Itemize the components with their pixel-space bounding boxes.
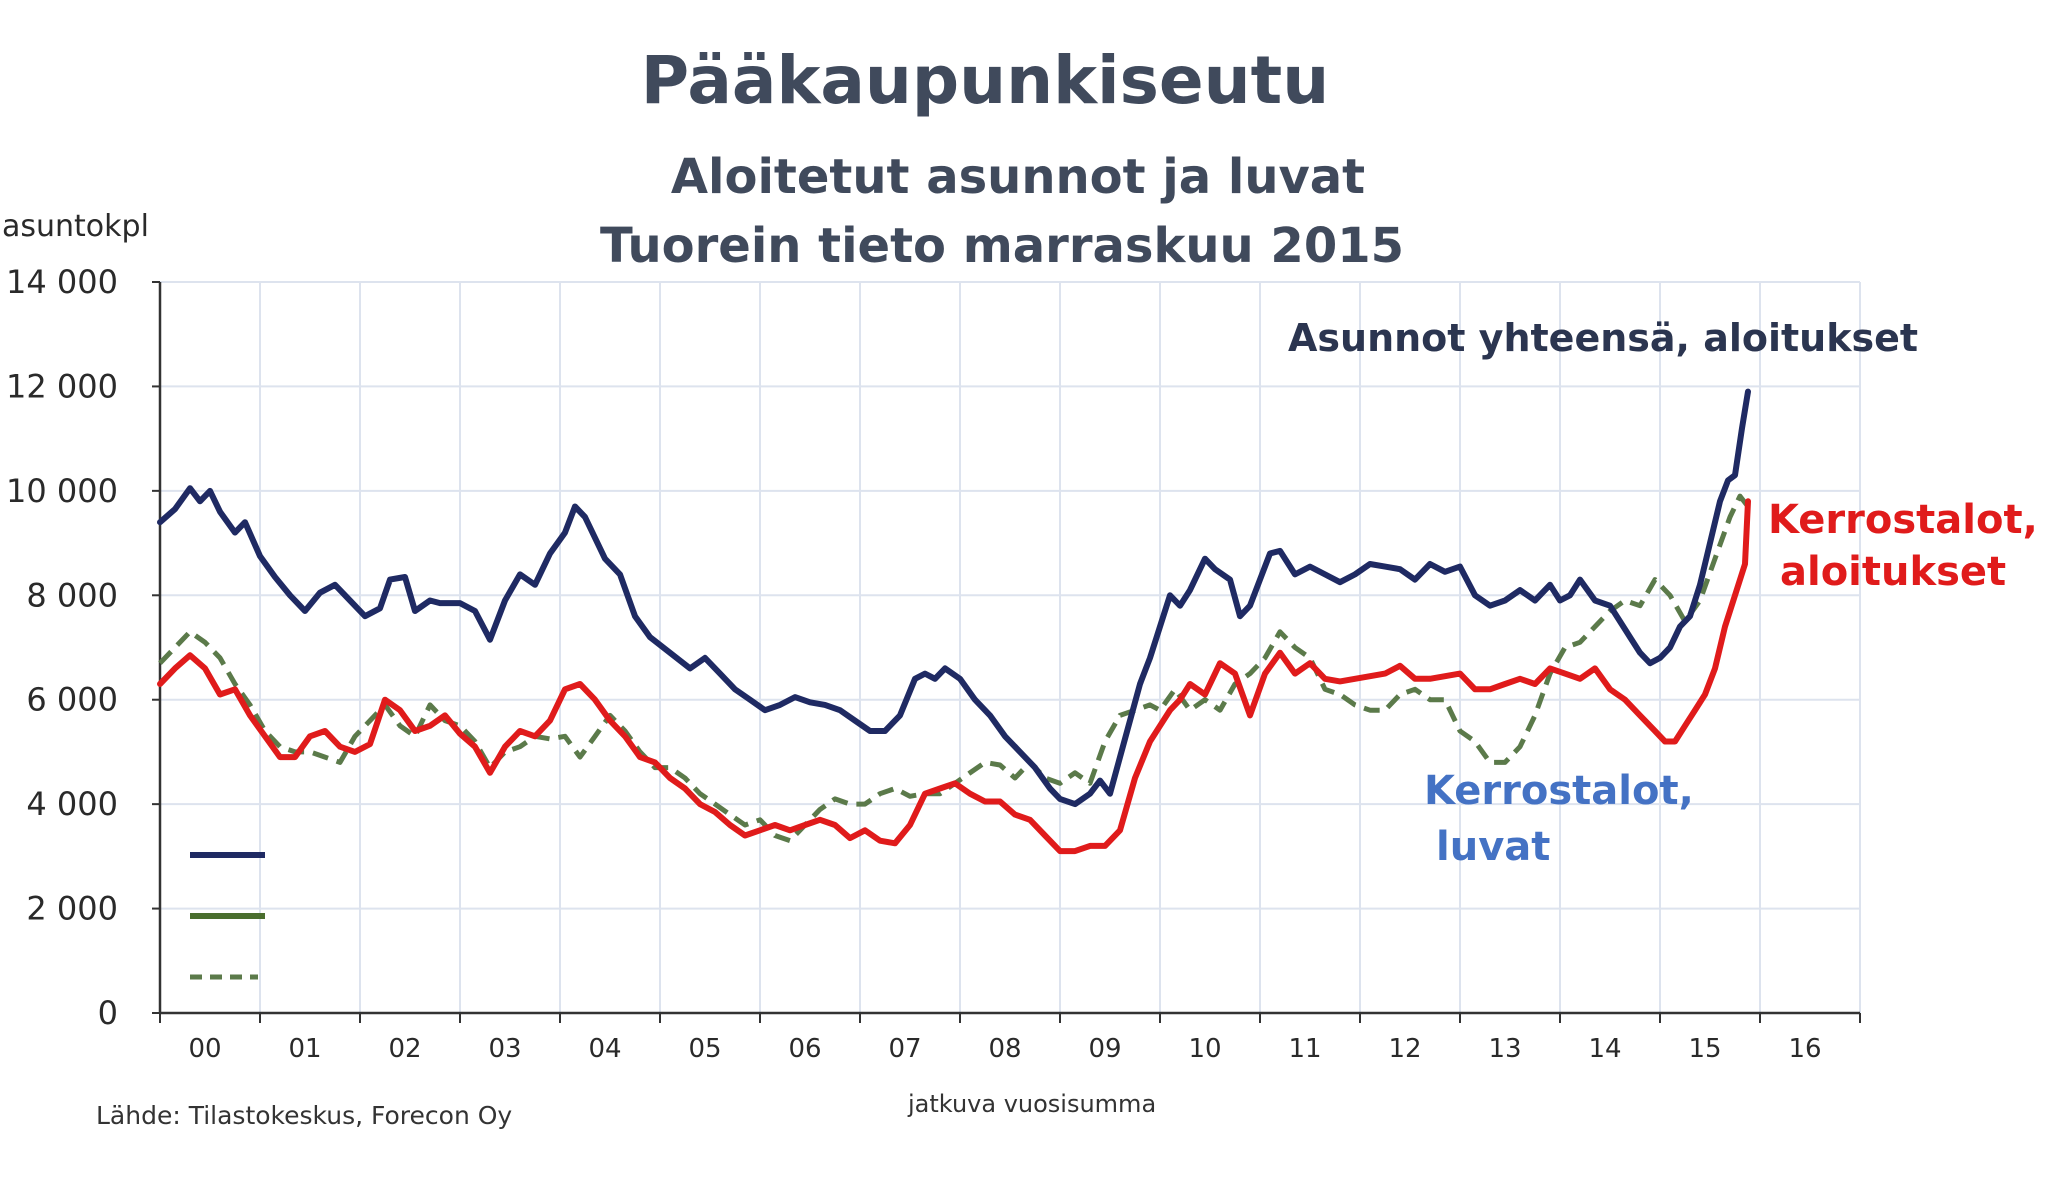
x-tick-label: 07 <box>888 1034 921 1064</box>
y-tick-label: 0 <box>98 994 118 1032</box>
x-axis-label: jatkuva vuosisumma <box>907 1090 1156 1118</box>
series-line-2 <box>158 493 1750 844</box>
y-tick-label: 10 000 <box>6 472 118 510</box>
x-tick-label: 16 <box>1788 1034 1821 1064</box>
x-tick-label: 09 <box>1088 1034 1121 1064</box>
x-tick-label: 08 <box>988 1034 1021 1064</box>
legend <box>190 852 265 980</box>
source-note: Lähde: Tilastokeskus, Forecon Oy <box>96 1101 512 1130</box>
series-lines <box>157 388 1751 855</box>
x-tick-label: 13 <box>1488 1034 1521 1064</box>
label-apartment-permits-line-1: Kerrostalot, <box>1424 768 1694 814</box>
y-tick-label: 4 000 <box>26 785 118 823</box>
chart-subtitle-line-1: Aloitetut asunnot ja luvat <box>671 149 1365 205</box>
x-tick-label: 06 <box>788 1034 821 1064</box>
chart-title: Pääkaupunkiseutu <box>641 42 1329 119</box>
x-tick-label: 04 <box>588 1034 621 1064</box>
y-tick-labels: 0 2 000 4 000 6 000 8 000 10 000 12 000 14 000 <box>6 263 118 1032</box>
y-tick-label: 6 000 <box>26 681 118 719</box>
x-tick-label: 01 <box>288 1034 321 1064</box>
x-tick-label: 10 <box>1188 1034 1221 1064</box>
x-tick-label: 15 <box>1688 1034 1721 1064</box>
gridlines <box>159 281 1861 1014</box>
chart-subtitle-line-2: Tuorein tieto marraskuu 2015 <box>600 218 1404 274</box>
y-tick-label: 12 000 <box>6 367 118 405</box>
x-tick-label: 02 <box>388 1034 421 1064</box>
x-tick-label: 14 <box>1588 1034 1621 1064</box>
label-apartment-permits-line-2: luvat <box>1436 824 1550 870</box>
y-tick-label: 2 000 <box>26 890 118 928</box>
x-tick-labels: 00 01 02 03 04 05 06 07 08 09 10 11 12 13 14 15 16 <box>188 1034 1821 1064</box>
x-tick-label: 12 <box>1388 1034 1421 1064</box>
series-line-0 <box>157 388 1751 808</box>
axes <box>152 281 1861 1023</box>
series-line-1 <box>157 498 1751 855</box>
x-tick-label: 00 <box>188 1034 221 1064</box>
x-tick-label: 05 <box>688 1034 721 1064</box>
x-tick-label: 11 <box>1288 1034 1321 1064</box>
x-tick-label: 03 <box>488 1034 521 1064</box>
y-tick-label: 8 000 <box>26 576 118 614</box>
label-total-starts: Asunnot yhteensä, aloitukset <box>1288 316 1918 360</box>
y-tick-label: 14 000 <box>6 263 118 301</box>
label-apartment-starts-line-2: aloitukset <box>1780 549 2006 595</box>
y-axis-label: asuntokpl <box>2 209 149 244</box>
label-apartment-starts-line-1: Kerrostalot, <box>1768 497 2038 543</box>
